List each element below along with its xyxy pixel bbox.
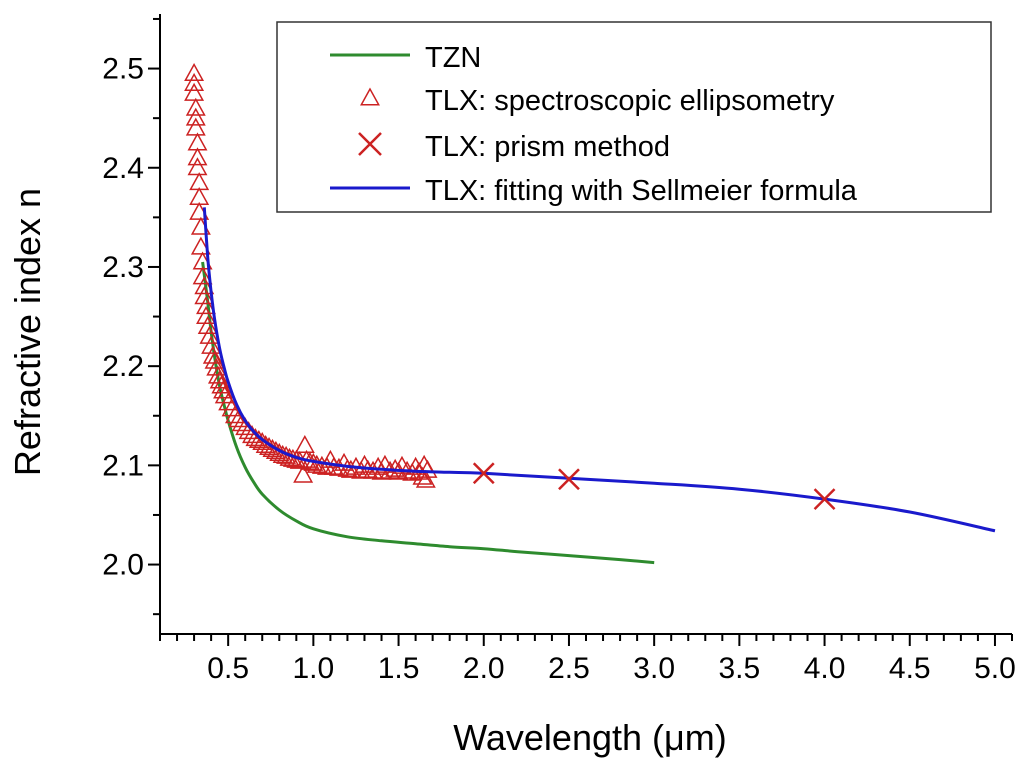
data-point [417,459,438,478]
legend: TZN TLX: spectroscopic ellipsometry TLX: p… [276,21,992,213]
y-tick-label: 2.4 [102,152,144,185]
data-point [196,306,216,325]
data-point [412,466,433,485]
y-tick-label: 2.1 [102,449,144,482]
y-axis-title: Refractive index n [7,188,48,476]
x-tick-label: 5.0 [974,652,1016,685]
series-4 [202,207,996,533]
series-3 [472,462,836,510]
data-point [192,266,213,285]
series-line [201,261,655,565]
data-point [558,468,580,491]
data-point [225,405,245,424]
data-point [206,357,227,376]
data-point [213,380,234,399]
data-point [187,157,208,176]
data-point [185,97,206,116]
data-point [190,236,211,255]
x-tick-label: 3.5 [719,652,761,685]
data-point [197,315,218,334]
data-point [311,455,332,474]
data-point [472,462,495,485]
data-point [201,335,222,354]
x-tick-label: 2.0 [463,652,505,685]
axes: 0.5 1.0 1.5 2.0 2.5 3.0 3.5 4.0 4.5 5.0 2.0 2.1 2.2 2… [102,14,1016,685]
data-point [185,117,206,136]
data-point [194,286,215,305]
legend-label: TLX: fitting with Sellmeier formula [425,175,858,207]
data-point [202,345,223,364]
x-axis-title: Wavelength (μm) [453,717,726,758]
x-tick-label: 2.5 [548,652,590,685]
y-tick-label: 2.5 [102,53,144,86]
data-point [184,82,205,101]
data-point [199,325,220,344]
data-point [813,488,836,510]
x-tick-label: 4.5 [889,652,931,685]
data-point [184,62,205,82]
x-tick-label: 1.5 [378,652,420,685]
series-1 [201,261,655,565]
y-tick-label: 2.0 [102,549,144,582]
data-point [194,276,215,295]
y-tick-label: 2.3 [102,251,144,284]
data-point [415,469,436,488]
data-point [293,464,314,483]
data-point [385,458,406,477]
data-point [306,454,327,473]
x-tick-label: 0.5 [207,652,249,685]
data-point [187,147,208,166]
legend-swatch [360,87,380,106]
data-point [196,296,216,315]
legend-label: TZN [425,42,481,74]
y-tick-label: 2.2 [102,350,144,383]
x-tick-label: 3.0 [633,652,675,685]
series-layer [184,62,996,565]
legend-label: TLX: prism method [425,131,670,163]
legend-label: TLX: spectroscopic ellipsometry [425,85,835,117]
data-point [184,72,205,91]
data-point [294,434,315,454]
data-point [340,459,361,478]
x-tick-label: 4.0 [804,652,846,685]
x-tick-label: 1.0 [293,652,335,685]
data-point [204,350,225,369]
data-point [185,107,206,126]
legend-swatch [358,132,382,156]
series-line [202,207,996,533]
